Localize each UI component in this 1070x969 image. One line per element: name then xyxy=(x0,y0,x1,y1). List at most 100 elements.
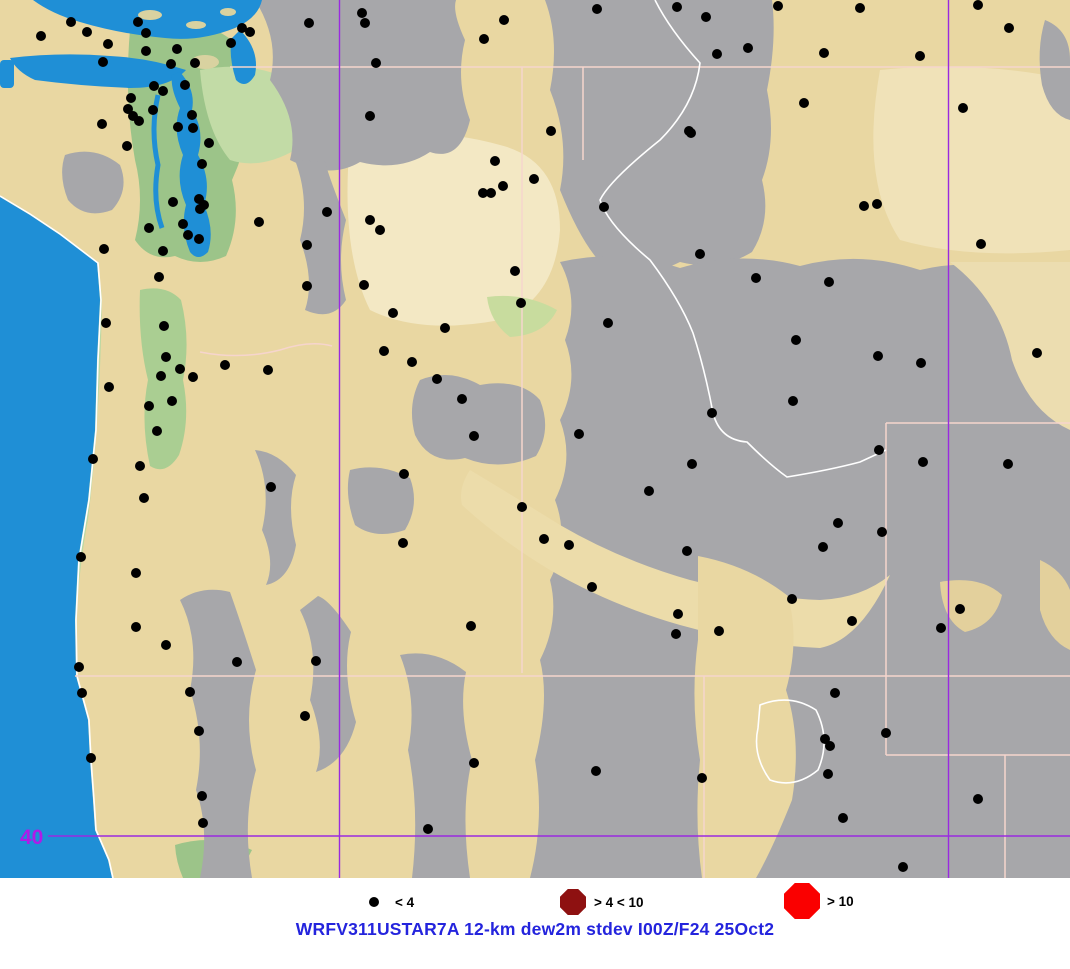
station-dot xyxy=(97,119,107,129)
station-dot xyxy=(859,201,869,211)
station-dot xyxy=(187,110,197,120)
legend-lt4-dot-icon xyxy=(369,897,379,907)
station-dot xyxy=(359,280,369,290)
station-dot xyxy=(144,223,154,233)
station-dot xyxy=(88,454,98,464)
station-dot xyxy=(644,486,654,496)
station-dot xyxy=(592,4,602,14)
station-dot xyxy=(673,609,683,619)
station-dot xyxy=(671,629,681,639)
station-dot xyxy=(587,582,597,592)
station-dot xyxy=(188,123,198,133)
station-dot xyxy=(388,308,398,318)
water-detail-layer xyxy=(151,94,165,229)
station-dot xyxy=(161,352,171,362)
station-dot xyxy=(898,862,908,872)
station-dot xyxy=(175,364,185,374)
station-dot xyxy=(916,358,926,368)
station-dot xyxy=(245,27,255,37)
station-dot xyxy=(375,225,385,235)
station-dot xyxy=(818,542,828,552)
station-dot xyxy=(76,552,86,562)
station-dot xyxy=(194,726,204,736)
station-dot xyxy=(371,58,381,68)
station-dot xyxy=(357,8,367,18)
station-dot xyxy=(194,234,204,244)
station-dot xyxy=(204,138,214,148)
legend-4to10-octagon-icon xyxy=(560,889,586,915)
stations-layer xyxy=(36,0,1042,872)
station-dot xyxy=(254,217,264,227)
station-dot xyxy=(973,794,983,804)
station-dot xyxy=(872,199,882,209)
station-dot xyxy=(499,15,509,25)
station-dot xyxy=(302,240,312,250)
terrain-map: 40 xyxy=(0,0,1070,878)
station-dot xyxy=(490,156,500,166)
station-dot xyxy=(133,17,143,27)
station-dot xyxy=(197,159,207,169)
station-dot xyxy=(178,219,188,229)
station-dot xyxy=(714,626,724,636)
station-dot xyxy=(787,594,797,604)
station-dot xyxy=(423,824,433,834)
station-dot xyxy=(1003,459,1013,469)
station-dot xyxy=(180,80,190,90)
station-dot xyxy=(98,57,108,67)
station-dot xyxy=(697,773,707,783)
station-dot xyxy=(712,49,722,59)
station-dot xyxy=(195,204,205,214)
station-dot xyxy=(158,86,168,96)
station-dot xyxy=(695,249,705,259)
station-dot xyxy=(833,518,843,528)
station-dot xyxy=(198,818,208,828)
station-dot xyxy=(365,215,375,225)
legend-4to10-label: > 4 < 10 xyxy=(594,895,644,910)
station-dot xyxy=(101,318,111,328)
station-dot xyxy=(564,540,574,550)
station-dot xyxy=(432,374,442,384)
station-dot xyxy=(167,396,177,406)
station-dot xyxy=(168,197,178,207)
station-dot xyxy=(311,656,321,666)
station-dot xyxy=(166,59,176,69)
station-dot xyxy=(226,38,236,48)
station-dot xyxy=(788,396,798,406)
station-dot xyxy=(457,394,467,404)
station-dot xyxy=(516,298,526,308)
station-dot xyxy=(159,321,169,331)
station-dot xyxy=(825,741,835,751)
station-dot xyxy=(161,640,171,650)
station-dot xyxy=(141,28,151,38)
station-dot xyxy=(918,457,928,467)
station-dot xyxy=(847,616,857,626)
station-dot xyxy=(819,48,829,58)
station-dot xyxy=(126,93,136,103)
station-dot xyxy=(139,493,149,503)
station-dot xyxy=(1004,23,1014,33)
legend-lt4-label: < 4 xyxy=(395,895,415,910)
station-dot xyxy=(154,272,164,282)
station-dot xyxy=(190,58,200,68)
station-dot xyxy=(122,141,132,151)
station-dot xyxy=(773,1,783,11)
station-dot xyxy=(66,17,76,27)
station-dot xyxy=(469,758,479,768)
station-dot xyxy=(185,687,195,697)
station-dot xyxy=(158,246,168,256)
legend-gt10-octagon-icon xyxy=(784,883,820,919)
station-dot xyxy=(498,181,508,191)
station-dot xyxy=(183,230,193,240)
station-dot xyxy=(304,18,314,28)
station-dot xyxy=(141,46,151,56)
station-dot xyxy=(539,534,549,544)
station-dot xyxy=(399,469,409,479)
station-dot xyxy=(237,23,247,33)
station-dot xyxy=(197,791,207,801)
station-dot xyxy=(144,401,154,411)
station-dot xyxy=(322,207,332,217)
station-dot xyxy=(148,105,158,115)
station-dot xyxy=(686,128,696,138)
station-dot xyxy=(466,621,476,631)
station-dot xyxy=(799,98,809,108)
